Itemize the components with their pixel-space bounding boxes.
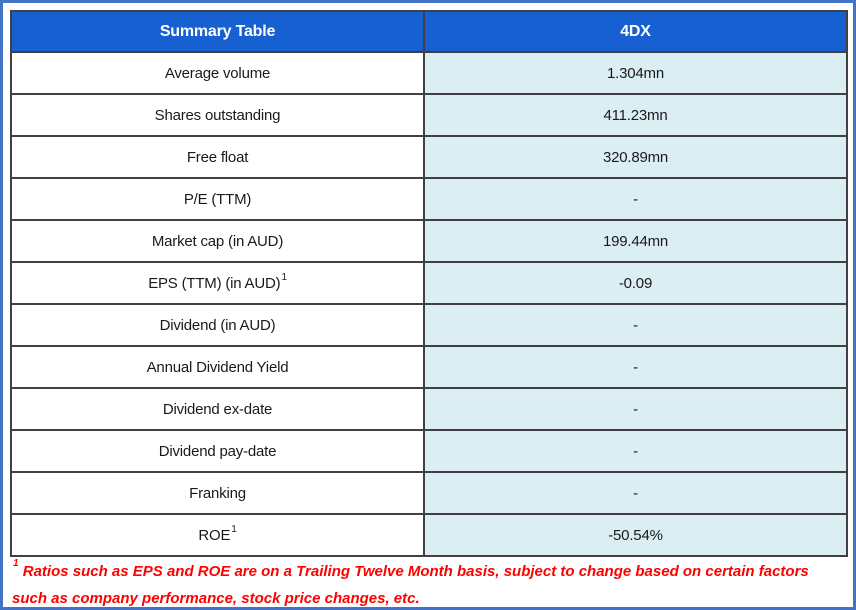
row-label: ROE 1 <box>12 515 425 555</box>
table-row-free-float: Free float 320.89mn <box>12 135 846 177</box>
row-value: 199.44mn <box>425 221 846 261</box>
row-value: -50.54% <box>425 515 846 555</box>
row-label: Average volume <box>12 53 425 93</box>
table-row-annual-dividend-yield: Annual Dividend Yield - <box>12 345 846 387</box>
summary-table: Summary Table 4DX Average volume 1.304mn… <box>10 10 848 557</box>
table-row-average-volume: Average volume 1.304mn <box>12 51 846 93</box>
row-label: Dividend (in AUD) <box>12 305 425 345</box>
row-label: Dividend pay-date <box>12 431 425 471</box>
row-label: P/E (TTM) <box>12 179 425 219</box>
header-ticker-4dx: 4DX <box>425 12 846 51</box>
row-label: Shares outstanding <box>12 95 425 135</box>
table-header-row: Summary Table 4DX <box>12 12 846 51</box>
row-value: 1.304mn <box>425 53 846 93</box>
row-value: - <box>425 431 846 471</box>
row-label: Annual Dividend Yield <box>12 347 425 387</box>
table-row-pe-ttm: P/E (TTM) - <box>12 177 846 219</box>
row-value: -0.09 <box>425 263 846 303</box>
row-value: - <box>425 473 846 513</box>
footnote-superscript: 1 <box>13 558 19 569</box>
table-row-franking: Franking - <box>12 471 846 513</box>
row-label: EPS (TTM) (in AUD) 1 <box>12 263 425 303</box>
row-label: Franking <box>12 473 425 513</box>
table-row-dividend-ex-date: Dividend ex-date - <box>12 387 846 429</box>
row-label: Market cap (in AUD) <box>12 221 425 261</box>
table-row-eps-ttm: EPS (TTM) (in AUD) 1 -0.09 <box>12 261 846 303</box>
footnote-text: Ratios such as EPS and ROE are on a Trai… <box>12 563 809 607</box>
header-summary-table: Summary Table <box>12 12 425 51</box>
row-label: Free float <box>12 137 425 177</box>
table-row-dividend-pay-date: Dividend pay-date - <box>12 429 846 471</box>
table-row-shares-outstanding: Shares outstanding 411.23mn <box>12 93 846 135</box>
table-row-market-cap: Market cap (in AUD) 199.44mn <box>12 219 846 261</box>
table-row-roe: ROE 1 -50.54% <box>12 513 846 555</box>
footnote: 1 Ratios such as EPS and ROE are on a Tr… <box>12 558 834 608</box>
row-value: - <box>425 389 846 429</box>
table-row-dividend: Dividend (in AUD) - <box>12 303 846 345</box>
row-value: 411.23mn <box>425 95 846 135</box>
row-value: 320.89mn <box>425 137 846 177</box>
row-value: - <box>425 347 846 387</box>
row-value: - <box>425 179 846 219</box>
row-value: - <box>425 305 846 345</box>
row-label: Dividend ex-date <box>12 389 425 429</box>
